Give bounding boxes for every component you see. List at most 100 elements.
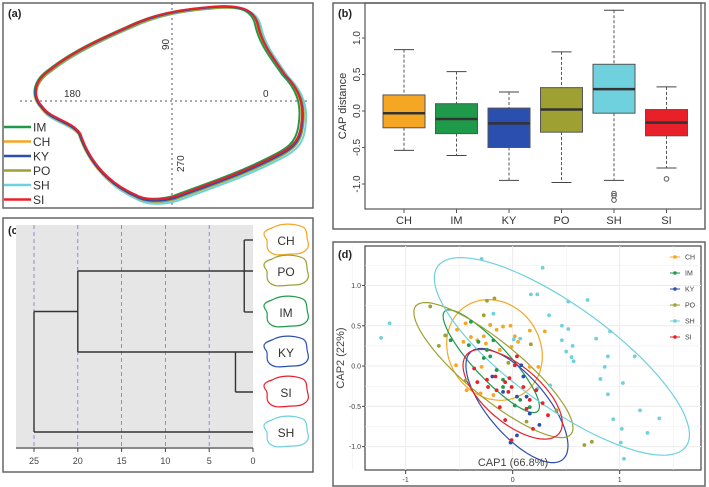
x-tick-label: -1 bbox=[403, 477, 409, 484]
legend-dot-sh bbox=[673, 319, 677, 323]
point-po bbox=[528, 342, 533, 347]
point-sh bbox=[379, 335, 383, 340]
point-sh bbox=[602, 364, 607, 369]
point-sh bbox=[491, 311, 496, 316]
plot-background bbox=[16, 225, 253, 447]
point-si bbox=[472, 366, 477, 371]
point-si bbox=[509, 385, 514, 389]
point-ky bbox=[515, 394, 519, 399]
outlier-point bbox=[611, 197, 617, 203]
legend-dot-si bbox=[673, 335, 677, 339]
point-si bbox=[503, 380, 508, 385]
x-tick-label: KY bbox=[502, 215, 517, 227]
leaf-shape-ky bbox=[263, 335, 309, 368]
point-im bbox=[518, 397, 523, 402]
point-sh bbox=[518, 336, 523, 341]
point-si bbox=[494, 388, 499, 393]
point-po bbox=[589, 439, 594, 444]
point-sh bbox=[598, 377, 603, 381]
x-tick-label: 0 bbox=[250, 456, 255, 466]
box-ch bbox=[382, 49, 426, 151]
point-ch bbox=[479, 364, 484, 369]
legend-label-ky: KY bbox=[33, 150, 49, 164]
point-si bbox=[485, 377, 489, 382]
x-tick-label: 20 bbox=[73, 456, 83, 466]
leaf-label-sh: SH bbox=[278, 426, 295, 440]
point-ch bbox=[509, 344, 514, 349]
point-im bbox=[527, 405, 532, 410]
point-sh bbox=[535, 292, 540, 297]
point-ky bbox=[537, 422, 542, 427]
point-po bbox=[463, 378, 468, 383]
point-si bbox=[475, 380, 480, 385]
point-ch bbox=[536, 364, 541, 369]
point-po bbox=[485, 298, 489, 303]
point-sh bbox=[657, 416, 662, 421]
point-ky bbox=[524, 394, 529, 399]
leaf-label-si: SI bbox=[280, 386, 291, 400]
point-ky bbox=[521, 374, 526, 379]
point-ch bbox=[464, 388, 469, 393]
point-im bbox=[512, 403, 517, 408]
point-ch bbox=[455, 327, 459, 332]
point-si bbox=[507, 376, 512, 381]
point-ky bbox=[527, 411, 532, 416]
legend-label-si: SI bbox=[685, 335, 692, 342]
point-si bbox=[512, 363, 517, 368]
y-tick-label: 1.0 bbox=[351, 283, 361, 290]
point-si bbox=[540, 401, 545, 406]
point-po bbox=[582, 443, 587, 447]
point-ch bbox=[527, 364, 532, 369]
legend-label-ky: KY bbox=[685, 287, 695, 294]
point-ch bbox=[527, 328, 532, 333]
x-tick-label: 5 bbox=[207, 456, 212, 466]
leaf-shape-ch bbox=[263, 223, 309, 256]
point-im bbox=[501, 385, 505, 389]
point-ch bbox=[481, 334, 486, 339]
legend-label-po: PO bbox=[685, 303, 696, 310]
point-sh bbox=[540, 265, 545, 270]
x-tick-label: PO bbox=[554, 215, 570, 227]
point-sh bbox=[645, 431, 650, 435]
y-tick-label: 0.5 bbox=[352, 67, 363, 81]
point-po bbox=[428, 304, 433, 309]
legend-label-ch: CH bbox=[33, 135, 50, 149]
legend-label-im: IM bbox=[685, 271, 693, 278]
point-po bbox=[492, 296, 497, 301]
x-tick-label: CH bbox=[396, 215, 412, 227]
point-im bbox=[494, 368, 499, 372]
point-sh bbox=[611, 417, 616, 422]
plot-area bbox=[364, 245, 702, 471]
x-tick-label: 0 bbox=[511, 477, 515, 484]
point-ch bbox=[508, 323, 513, 328]
plot-area bbox=[364, 2, 702, 210]
y-tick-label: 1.0 bbox=[352, 31, 363, 45]
box-si bbox=[645, 86, 688, 182]
leaf-shape-sh bbox=[263, 415, 309, 448]
point-sh bbox=[632, 354, 637, 359]
point-sh bbox=[620, 381, 625, 385]
box-im bbox=[435, 71, 478, 157]
point-sh bbox=[619, 427, 624, 431]
boxplot: CAP distance -1.0 -0.5 0.0 0.5 1.0 CH IM KY PO SH… bbox=[337, 2, 702, 227]
angle-label-90: 90 bbox=[161, 38, 172, 50]
y-tick-label: -0.5 bbox=[349, 404, 361, 411]
ellipse-si bbox=[462, 348, 563, 440]
point-im bbox=[488, 354, 493, 359]
point-sh bbox=[585, 298, 590, 302]
point-si bbox=[493, 374, 498, 379]
point-sh bbox=[566, 299, 571, 304]
leaf-shape-po bbox=[263, 254, 309, 287]
point-ch bbox=[512, 334, 517, 339]
y-tick-label: 0.5 bbox=[351, 323, 361, 330]
point-si bbox=[506, 389, 511, 394]
cap-scatter: -1 0 1 -1.0 -0.5 0.0 0.5 1.0 CAP1 (66.8%) CAP2 … bbox=[335, 245, 702, 484]
point-ch bbox=[542, 329, 547, 334]
legend-label-sh: SH bbox=[685, 319, 695, 326]
y-tick-label: -1.0 bbox=[352, 175, 363, 193]
point-im bbox=[476, 339, 481, 344]
point-ch bbox=[491, 393, 496, 397]
iqr-box bbox=[487, 107, 531, 148]
point-si bbox=[515, 354, 519, 359]
